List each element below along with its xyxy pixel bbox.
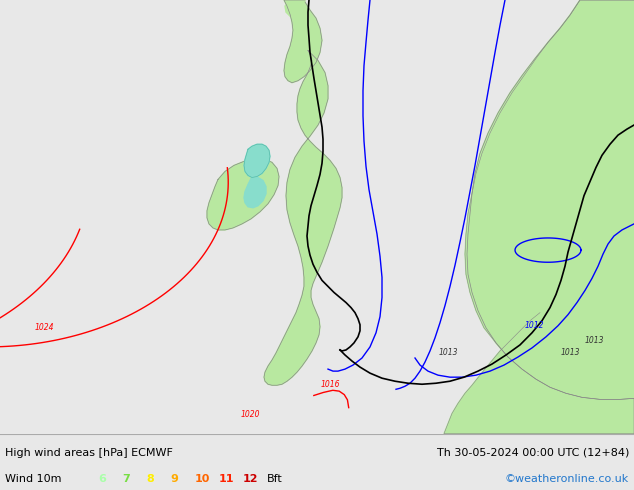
Text: 1013: 1013 [438,348,458,357]
Polygon shape [444,0,634,434]
Polygon shape [264,50,342,385]
Text: Bft: Bft [267,474,283,484]
Text: 11: 11 [219,474,234,484]
Polygon shape [244,144,270,177]
Text: ©weatheronline.co.uk: ©weatheronline.co.uk [505,474,629,484]
Polygon shape [285,0,299,16]
Text: 1016: 1016 [320,380,340,389]
Text: 7: 7 [122,474,130,484]
Polygon shape [244,176,266,208]
Polygon shape [467,0,634,399]
Polygon shape [207,159,279,230]
Polygon shape [284,0,322,83]
Polygon shape [478,398,634,434]
Text: Th 30-05-2024 00:00 UTC (12+84): Th 30-05-2024 00:00 UTC (12+84) [437,448,629,458]
Text: 1013: 1013 [585,336,604,345]
Text: 1020: 1020 [241,410,261,419]
Text: 1013: 1013 [560,348,579,357]
Text: Wind 10m: Wind 10m [5,474,61,484]
Text: 1024: 1024 [35,322,55,332]
Text: 9: 9 [171,474,178,484]
Text: 6: 6 [98,474,106,484]
Text: 12: 12 [243,474,258,484]
Text: 1012: 1012 [524,321,544,330]
Text: High wind areas [hPa] ECMWF: High wind areas [hPa] ECMWF [5,448,173,458]
Text: 10: 10 [195,474,210,484]
Text: 8: 8 [146,474,154,484]
